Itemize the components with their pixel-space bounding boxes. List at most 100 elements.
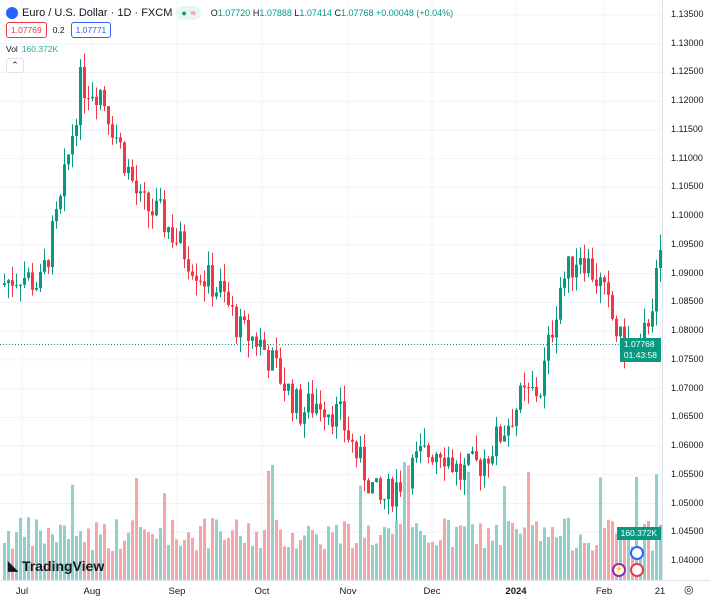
volume-bar — [119, 548, 122, 580]
volume-bar — [435, 545, 438, 580]
volume-bar — [415, 523, 418, 580]
candle-body — [31, 272, 34, 290]
candle-body — [347, 430, 350, 440]
time-tick: Dec — [423, 586, 441, 597]
candle-body — [367, 480, 370, 494]
candle-body — [483, 458, 486, 476]
volume-bar — [527, 471, 530, 580]
candle-body — [115, 137, 118, 139]
candle-body — [311, 393, 314, 414]
candle-body — [543, 360, 546, 396]
volume-bar — [307, 525, 310, 580]
time-axis[interactable]: Jul Aug Sep Oct Nov Dec 2024 Feb 21 — [0, 580, 710, 600]
tradingview-logo[interactable]: ◣ TradingView — [8, 558, 105, 574]
volume-bar — [211, 518, 214, 580]
us-event-icon[interactable] — [630, 563, 644, 577]
candle-body — [123, 142, 126, 174]
candle-body — [579, 257, 582, 265]
volume-bar — [263, 529, 266, 580]
sell-button[interactable]: 1.07769 — [6, 22, 47, 38]
volume-bar — [343, 521, 346, 580]
volume-bar — [219, 531, 222, 580]
volume-bar — [179, 545, 182, 580]
candle-body — [411, 457, 414, 489]
candle-body — [91, 96, 94, 99]
eu-event-icon[interactable] — [630, 546, 644, 560]
quote-panel: 1.07769 0.2 1.07771 — [6, 22, 112, 38]
price-tick: 1.10000 — [671, 210, 704, 221]
price-tick: 1.10500 — [671, 181, 704, 192]
candle-body — [599, 277, 602, 287]
volume-bar — [439, 539, 442, 580]
candle-body — [383, 499, 386, 501]
volume-bar — [235, 519, 238, 580]
candle-body — [475, 451, 478, 460]
volume-bar — [519, 533, 522, 580]
volume-bar — [303, 535, 306, 580]
volume-bar — [479, 523, 482, 580]
volume-bar — [659, 524, 662, 580]
volume-bar — [419, 530, 422, 580]
volume-bar — [131, 520, 134, 580]
time-tick: Jul — [15, 586, 29, 597]
candle-body — [471, 451, 474, 454]
buy-button[interactable]: 1.07771 — [70, 22, 112, 38]
candle-body — [7, 280, 10, 284]
time-tick: Aug — [83, 586, 101, 597]
price-axis[interactable]: 1.13500 1.13000 1.12500 1.12000 1.11500 1.110… — [662, 0, 710, 580]
candle-body — [319, 403, 322, 410]
market-status[interactable]: ● ≈ — [176, 6, 201, 20]
volume-bar — [455, 526, 458, 580]
candle-body — [435, 453, 438, 463]
candle-body — [155, 200, 158, 216]
candle-body — [399, 482, 402, 492]
volume-bar — [495, 524, 498, 580]
volume-bar — [27, 517, 30, 580]
volume-bar — [199, 526, 202, 580]
volume-bar — [423, 535, 426, 580]
volume-bar — [627, 529, 630, 580]
candle-body — [391, 478, 394, 507]
volume-bar — [347, 523, 350, 580]
candle-body — [163, 199, 166, 233]
candle-body — [415, 451, 418, 458]
volume-bar — [323, 548, 326, 580]
candle-body — [307, 393, 310, 413]
candle-body — [559, 287, 562, 320]
volume-bar — [23, 536, 26, 580]
volume-bar — [287, 547, 290, 580]
volume-bar — [203, 518, 206, 580]
candle-body — [459, 463, 462, 480]
time-tick: Feb — [595, 586, 613, 597]
volume-bar — [35, 519, 38, 580]
candle-body — [479, 459, 482, 476]
candle-body — [251, 336, 254, 341]
symbol-title[interactable]: Euro / U.S. Dollar · 1D · FXCM — [22, 7, 173, 19]
volume-bar — [515, 529, 518, 580]
lightning-icon[interactable]: ⚡ — [612, 563, 626, 577]
settings-icon[interactable]: ◎ — [684, 584, 694, 596]
candle-body — [3, 283, 6, 286]
candle-body — [395, 482, 398, 507]
candle-body — [255, 336, 258, 347]
volume-bar — [643, 524, 646, 580]
candle-body — [655, 267, 658, 312]
volume-bar — [535, 521, 538, 580]
last-price-tag: 1.07768 01:43:58 — [619, 338, 661, 362]
volume-bar — [467, 471, 470, 580]
candle-body — [35, 287, 38, 290]
price-chart[interactable] — [0, 0, 662, 580]
volume-bar — [367, 525, 370, 580]
candle-body — [295, 389, 298, 414]
volume-bar — [599, 477, 602, 580]
candle-body — [315, 403, 318, 414]
volume-bar — [15, 531, 18, 580]
volume-bar — [615, 533, 618, 580]
volume-legend: Vol 160.372K — [6, 44, 59, 54]
volume-bar — [603, 528, 606, 580]
candle-body — [231, 305, 234, 307]
candle-body — [275, 350, 278, 359]
collapse-legend-button[interactable]: ⌃ — [6, 58, 24, 73]
candle-body — [499, 426, 502, 442]
candle-body — [167, 227, 170, 233]
